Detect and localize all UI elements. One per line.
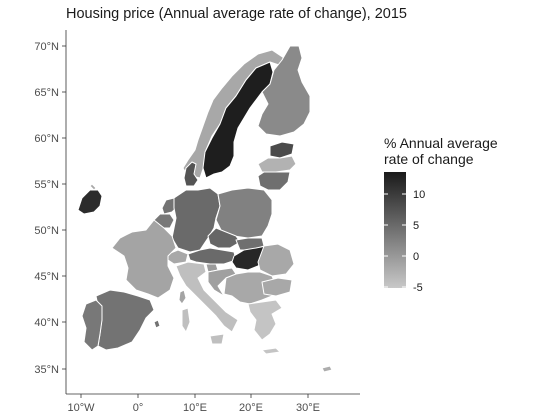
country-corsica[interactable] [178,289,187,305]
country-sicily[interactable] [209,333,225,345]
x-tick-label: 30°E [296,402,320,414]
country-balearic[interactable] [153,319,161,329]
legend-colorbar [384,172,406,288]
map-title: Housing price (Annual average rate of ch… [66,6,407,22]
country-finland[interactable] [257,45,311,137]
y-tick-label: 60°N [34,133,59,145]
legend-label: 0 [413,251,419,263]
country-denmark[interactable] [183,161,199,187]
country-france[interactable] [111,219,177,299]
country-cyprus[interactable] [321,365,333,373]
x-tick-label: 10°E [183,402,207,414]
country-italy[interactable] [175,261,239,333]
countries-layer [77,45,333,373]
x-tick-label: 0° [133,402,144,414]
country-estonia[interactable] [269,141,295,159]
legend-title-line1: % Annual average [384,135,498,151]
country-greece[interactable] [247,299,283,341]
country-latvia[interactable] [257,155,297,173]
country-crete[interactable] [261,347,281,355]
legend-title-line2: rate of change [384,151,474,167]
country-bulgaria[interactable] [261,277,293,297]
legend-label: 5 [413,220,419,232]
country-united-kingdom[interactable] [89,183,97,191]
legend-label: 10 [413,189,425,201]
y-tick-label: 65°N [34,87,59,99]
y-tick-label: 55°N [34,179,59,191]
legend-ticks [384,193,406,288]
legend-title: % Annual average rate of change [384,135,534,167]
country-ireland[interactable] [77,189,103,215]
x-axis-ticks: 10°W 0° 10°E 20°E 30°E [67,394,320,414]
country-poland[interactable] [215,187,273,239]
y-tick-label: 40°N [34,317,59,329]
y-tick-label: 35°N [34,364,59,376]
country-sardinia[interactable] [181,307,191,333]
y-axis-ticks: 70°N 65°N 60°N 55°N 50°N 45°N 40°N 35°N [34,41,66,376]
legend-label: -5 [413,282,423,294]
country-balkans[interactable] [223,271,277,305]
country-lithuania[interactable] [257,171,291,191]
x-tick-label: 20°E [239,402,263,414]
country-romania[interactable] [257,243,295,277]
x-tick-label: 10°W [67,402,95,414]
country-croatia[interactable] [207,267,237,297]
y-tick-label: 70°N [34,41,59,53]
country-spain[interactable] [95,289,155,351]
y-tick-label: 50°N [34,225,59,237]
country-portugal[interactable] [81,299,103,351]
y-tick-label: 45°N [34,271,59,283]
